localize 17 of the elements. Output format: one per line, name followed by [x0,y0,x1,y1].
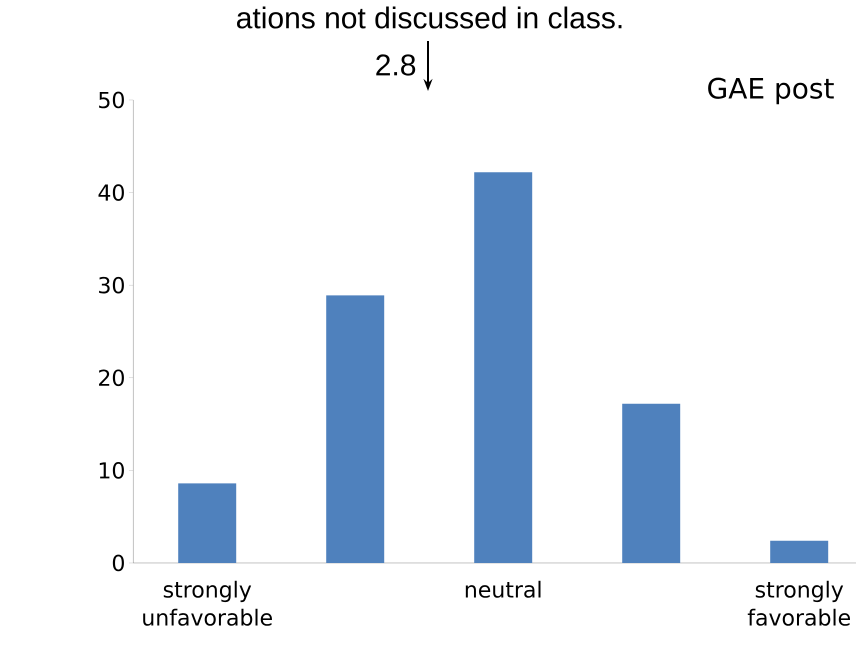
text: 2.8 [376,54,416,76]
x-tick-label: strongly unfavorable [143,580,272,626]
y-tick-label: 10 [100,462,124,479]
annotation: GAE post [708,78,834,104]
bar [178,483,236,563]
x-tick-label: neutral [466,580,540,598]
y-tick-label: 30 [99,276,124,294]
y-tick-label: 20 [99,369,124,386]
bar [326,295,384,563]
bar [474,172,532,563]
bar [622,404,680,563]
bar [770,540,828,563]
y-tick-label: 50 [99,92,124,108]
x-tick-label: strongly favorable [748,580,850,626]
chart-title: ations not discussed in class. [237,6,622,29]
y-tick-label: 0 [112,554,124,572]
y-tick-label: 40 [98,184,124,201]
